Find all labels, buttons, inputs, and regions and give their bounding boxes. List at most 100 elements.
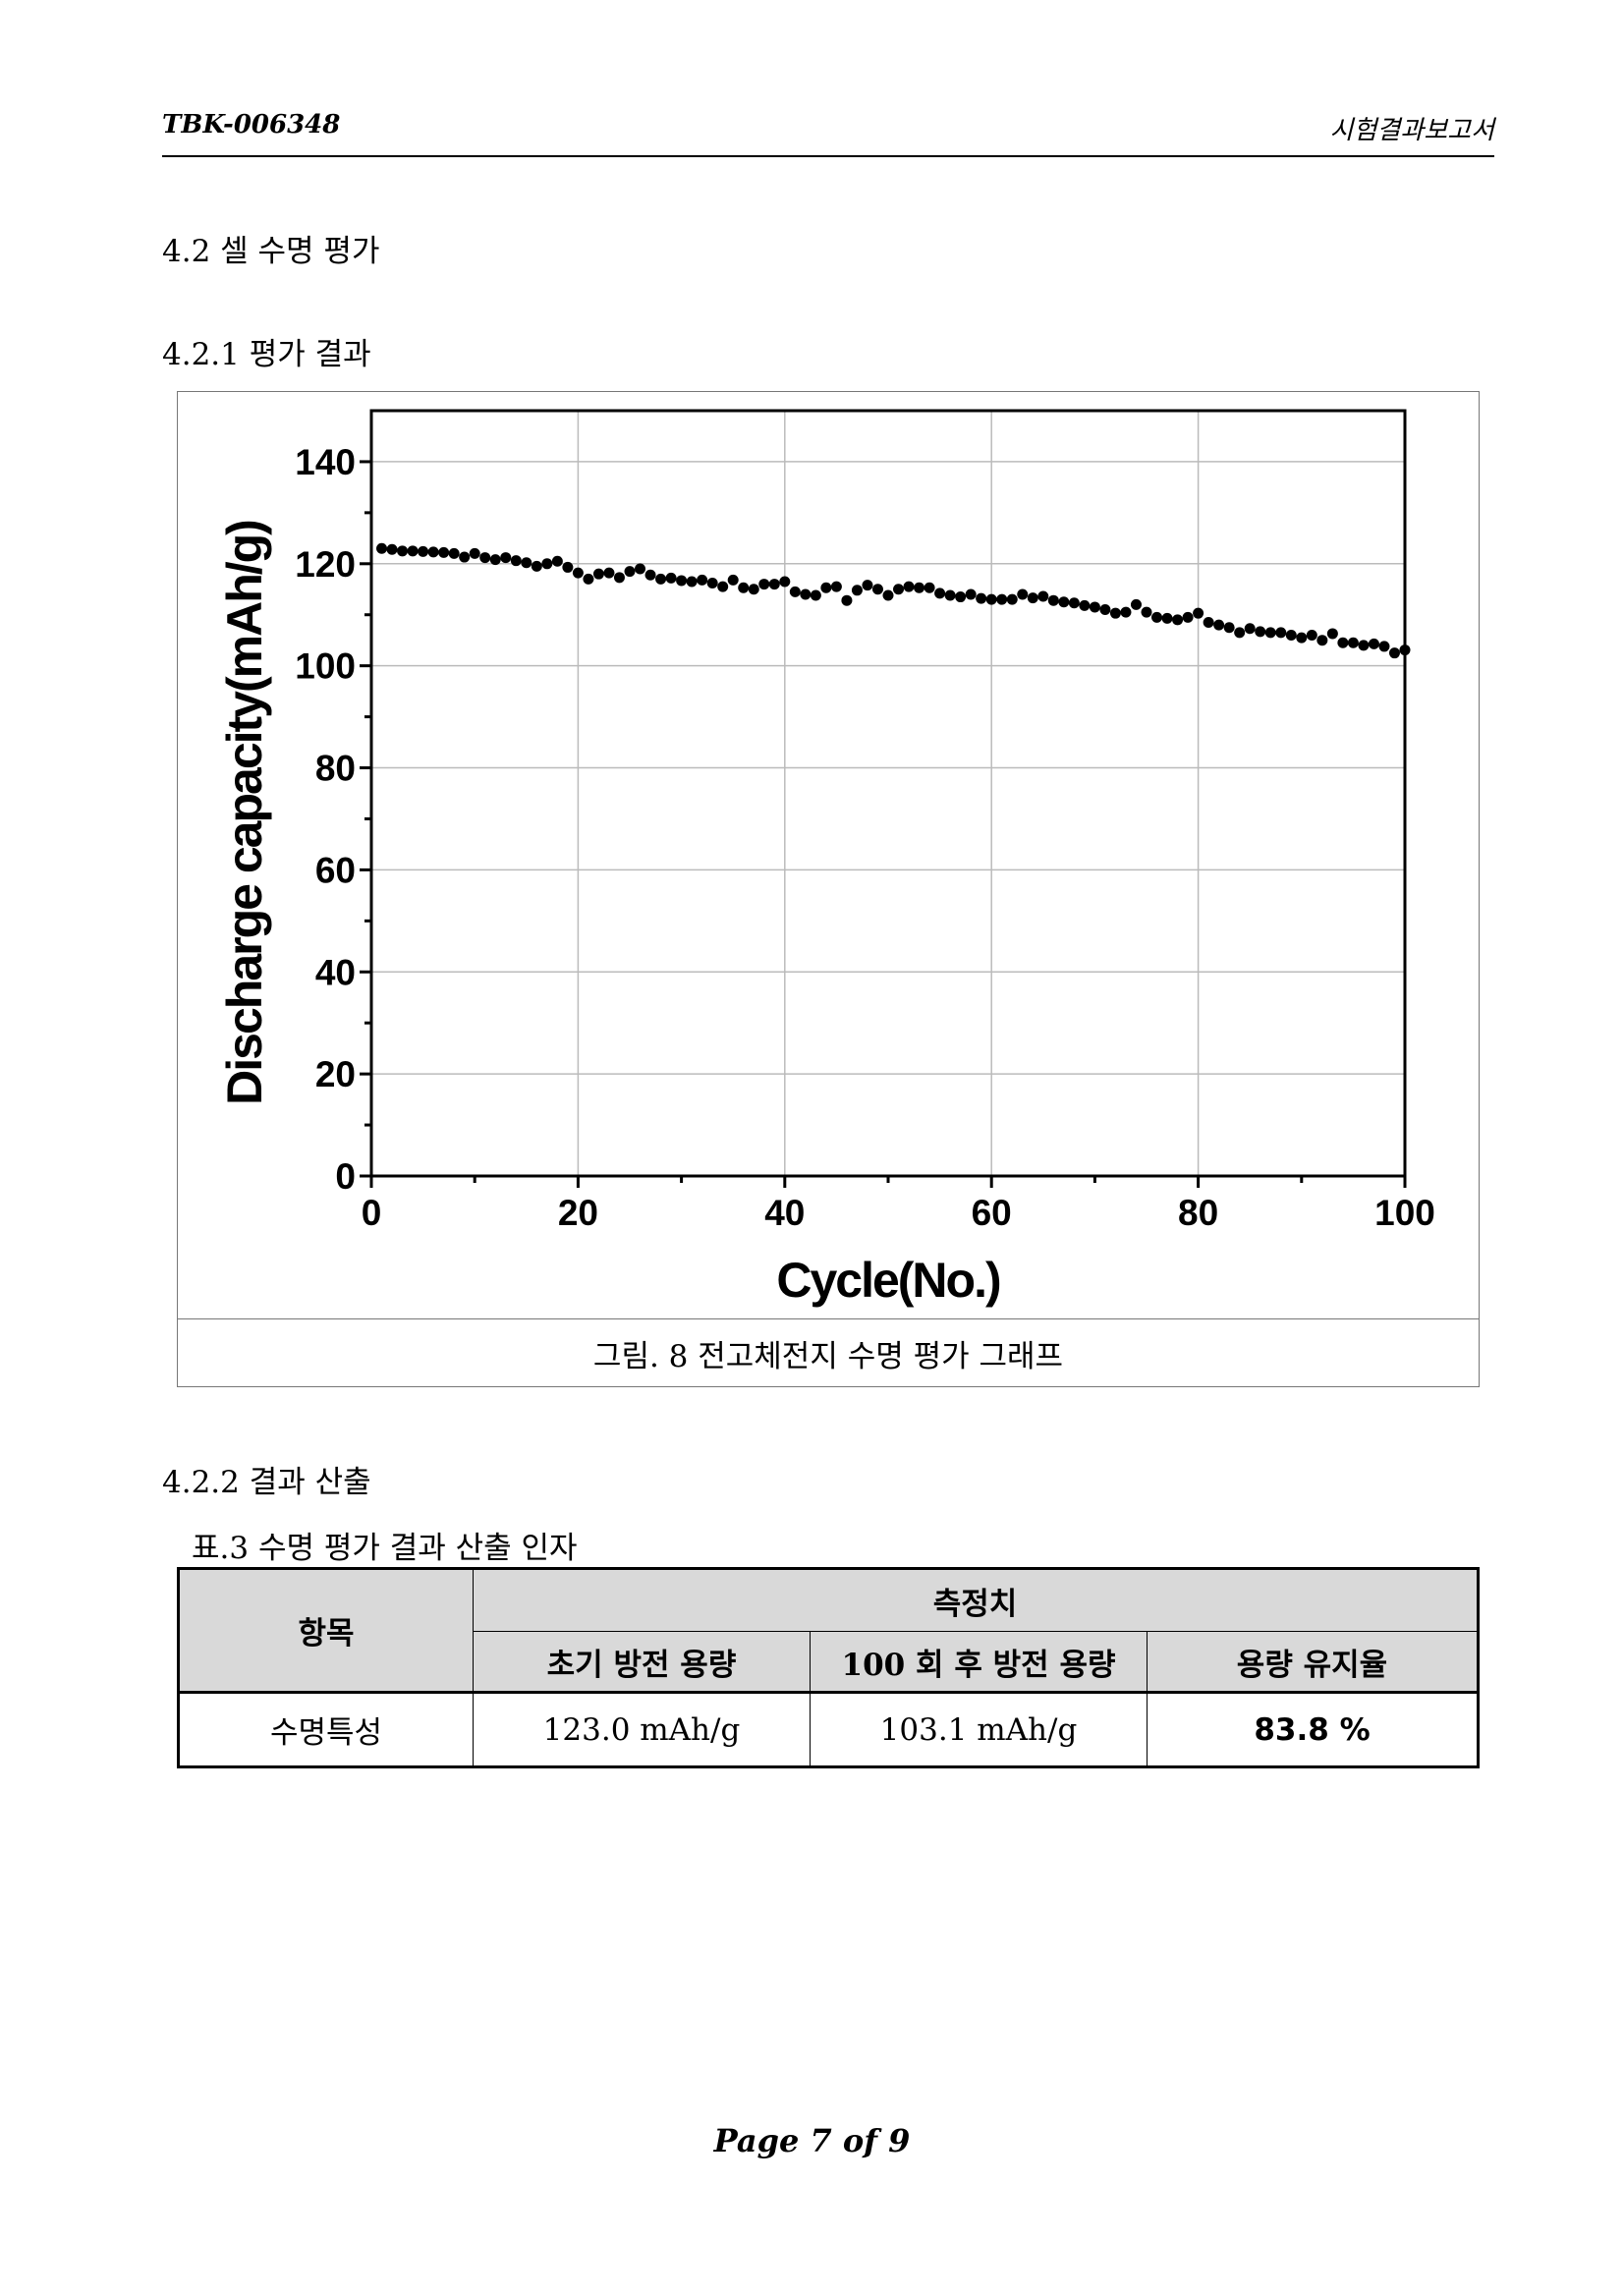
x-axis-label: Cycle(No.) [776,1253,1000,1308]
data-point [717,581,729,592]
plot-frame [369,409,1407,1178]
data-point [1151,611,1163,623]
data-point [686,576,698,588]
data-point [1368,638,1379,649]
data-point [603,567,615,579]
data-point [376,542,388,554]
data-point [469,547,480,559]
data-point [985,593,997,605]
data-point [871,584,883,595]
column-header: 100 회 후 방전 용량 [810,1631,1148,1693]
chart: 0 20 40 60 80 100 120 140 0 20 40 60 80 100 Cycle(No.)… [217,409,1435,1308]
data-point [521,557,532,569]
data-point [1255,626,1266,638]
data-point [572,567,584,579]
data-point [882,589,894,601]
data-point [665,572,677,584]
data-point [1161,612,1173,624]
x-tick-label: 0 [362,1193,382,1233]
data-point [851,585,863,596]
data-point [1358,640,1370,651]
data-point [1296,632,1308,644]
y-tick-label: 60 [315,850,356,890]
data-point [1027,592,1038,604]
data-point [1099,604,1111,616]
data-point [727,574,739,586]
data-point [1182,611,1194,623]
data-point [1388,647,1400,659]
data-point [1193,607,1204,619]
x-tick-label: 100 [1374,1193,1435,1233]
data-point [955,591,967,603]
data-point [510,555,522,567]
data-point [1285,630,1297,642]
data-point [1234,627,1246,639]
x-tick-label: 20 [558,1193,598,1233]
section-title: 4.2.2 결과 산출 [162,1465,371,1500]
data-point [789,586,801,597]
data-point [862,580,873,591]
cell: 83.8 % [1147,1692,1479,1767]
data-point [1037,590,1049,602]
data-point [841,594,853,606]
data-point [1089,601,1100,613]
data-point [583,573,594,585]
data-point [800,588,812,600]
data-point [1203,617,1214,629]
data-point [644,569,656,581]
y-tick-label: 20 [315,1054,356,1094]
data-point [996,593,1008,605]
data-point [1264,627,1276,639]
data-point [613,572,625,584]
figure-caption: 그림. 8 전고체전지 수명 평가 그래프 [592,1339,1064,1374]
data-point [592,568,604,580]
data-point [830,581,842,592]
data-point [1006,593,1018,605]
y-tick-label: 80 [315,749,356,789]
data-point [459,551,471,563]
doc-id: TBK-006348 [162,110,341,140]
data-point [1306,630,1317,642]
section-title: 4.2 셀 수명 평가 [162,234,380,269]
section-title: 4.2.1 평가 결과 [162,337,371,372]
data-point [903,581,915,592]
data-point [924,582,935,593]
cell: 103.1 mAh/g [810,1692,1148,1767]
data-point [1244,623,1256,635]
y-tick-label: 0 [335,1156,356,1197]
figure-box [177,391,1480,1387]
data-point [676,575,688,587]
data-point [820,582,832,593]
data-point [1068,597,1080,609]
data-point [1058,596,1070,608]
header-rule [162,155,1494,157]
group-header: 측정치 [473,1568,1479,1632]
data-point [635,563,646,575]
data-point [706,578,718,589]
data-point [438,546,450,558]
data-point [1378,641,1390,652]
data-point [779,576,791,588]
doc-type: 시험결과보고서 [1329,116,1494,145]
table-caption: 표.3 수명 평가 결과 산출 인자 [192,1531,578,1566]
data-point [965,588,977,600]
x-tick-label: 60 [972,1193,1012,1233]
data-point [397,545,409,557]
data-point [1223,622,1235,634]
data-point [976,592,987,604]
data-point [768,579,780,590]
cell: 수명특성 [178,1692,474,1767]
data-point [479,552,491,564]
data-point [448,547,460,559]
data-point [1141,606,1152,618]
data-point [1399,644,1411,656]
data-point [541,558,553,570]
data-point [914,582,925,593]
data-point [562,561,574,573]
data-point [1326,628,1338,640]
data-point [1017,588,1029,600]
data-point [1079,599,1091,611]
data-point [386,543,398,555]
data-point [1275,627,1287,639]
data-point [500,552,512,564]
